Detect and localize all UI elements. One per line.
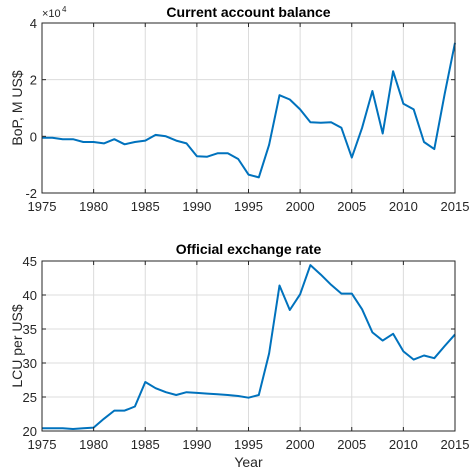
x-tick-label: 2015 xyxy=(441,199,470,214)
y-tick-label: 45 xyxy=(23,254,37,269)
series-line xyxy=(42,264,456,430)
x-tick-label: 1980 xyxy=(79,199,108,214)
x-tick-label: 1985 xyxy=(131,437,160,452)
x-tick-label: 1990 xyxy=(182,199,211,214)
chart-title: Current account balance xyxy=(166,4,330,20)
y-axis-label: BoP, M US$ xyxy=(9,70,25,145)
x-tick-label: 1980 xyxy=(79,437,108,452)
x-tick-label: 1975 xyxy=(28,437,57,452)
y-tick-label: 0 xyxy=(30,129,37,144)
x-tick-label: 1995 xyxy=(234,199,263,214)
x-tick-label: 2005 xyxy=(337,437,366,452)
y-tick-label: -2 xyxy=(25,186,37,201)
x-tick-label: 2000 xyxy=(286,437,315,452)
x-tick-label: 2010 xyxy=(389,437,418,452)
chart-title: Official exchange rate xyxy=(176,241,322,257)
y-tick-label: 40 xyxy=(23,288,37,303)
y-axis-label: LCU per US$ xyxy=(9,304,25,387)
y-exponent-label: ×10 xyxy=(42,8,61,20)
y-exponent-power: 4 xyxy=(62,5,67,14)
x-tick-label: 1995 xyxy=(234,437,263,452)
x-tick-label: 2015 xyxy=(441,437,470,452)
y-tick-label: 30 xyxy=(23,356,37,371)
y-tick-label: 2 xyxy=(30,73,37,88)
exchange-rate-panel: 1975 1980 1985 1990 1995 2000 2005 2010 2015 20 25… xyxy=(9,241,469,470)
x-tick-label: 1990 xyxy=(182,437,211,452)
x-tick-label: 2005 xyxy=(337,199,366,214)
y-tick-label: 4 xyxy=(30,16,37,31)
y-tick-label: 20 xyxy=(23,424,37,439)
current-account-panel: 1975 1980 1985 1990 1995 2000 2005 2010 2015 -2 0 2… xyxy=(9,4,469,214)
x-axis-label: Year xyxy=(234,454,263,470)
y-tick-label: 25 xyxy=(23,390,37,405)
series-line xyxy=(42,42,456,179)
x-tick-label: 1985 xyxy=(131,199,160,214)
x-tick-label: 2010 xyxy=(389,199,418,214)
x-tick-label: 2000 xyxy=(286,199,315,214)
y-tick-label: 35 xyxy=(23,322,37,337)
x-tick-label: 1975 xyxy=(28,199,57,214)
